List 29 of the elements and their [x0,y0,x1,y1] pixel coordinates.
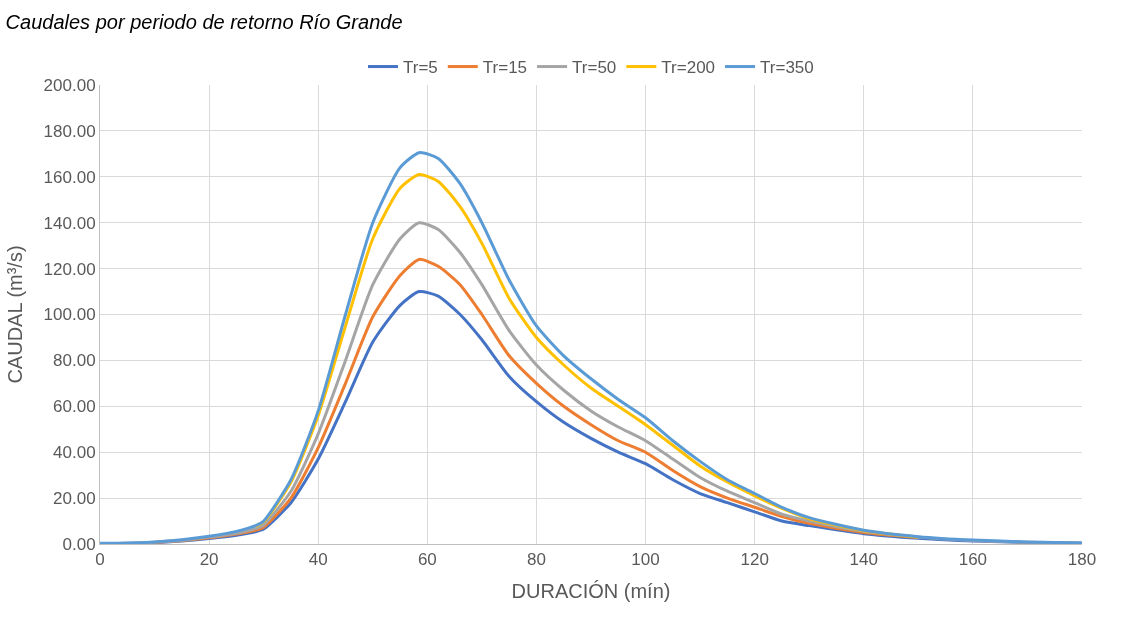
x-tick-label: 140 [849,550,878,570]
x-tick-label: 0 [95,550,105,570]
y-tick-label: 160.00 [43,167,96,187]
y-tick-label: 200.00 [43,75,96,95]
y-tick-label: 40.00 [53,443,96,463]
legend-label: Tr=350 [760,58,814,78]
y-tick-label: 100.00 [43,305,96,325]
y-tick-label: 180.00 [43,121,96,141]
x-tick-label: 100 [631,550,660,570]
y-tick-label: 20.00 [53,489,96,509]
x-tick-label: 160 [958,550,988,570]
y-tick-label: 140.00 [43,213,96,233]
y-axis-title: CAUDAL (m³/s) [4,245,27,384]
x-tick-label: 120 [740,550,769,570]
y-tick-label: 60.00 [53,397,96,417]
x-axis-title: DURACIÓN (mín) [511,579,671,602]
x-tick-label: 180 [1067,550,1097,570]
y-tick-label: 120.00 [43,259,96,279]
legend-label: Tr=15 [482,58,528,78]
legend-label: Tr=200 [661,58,716,78]
legend-label: Tr=5 [403,58,438,78]
chart-title: Caudales por periodo de retorno Río Grande [5,11,403,34]
x-tick-label: 80 [526,550,546,570]
x-tick-label: 20 [199,550,219,570]
x-tick-label: 60 [417,550,437,570]
legend-label: Tr=50 [572,58,617,78]
y-tick-label: 0.00 [62,534,96,554]
y-tick-label: 80.00 [53,351,96,371]
x-tick-label: 40 [308,550,328,570]
